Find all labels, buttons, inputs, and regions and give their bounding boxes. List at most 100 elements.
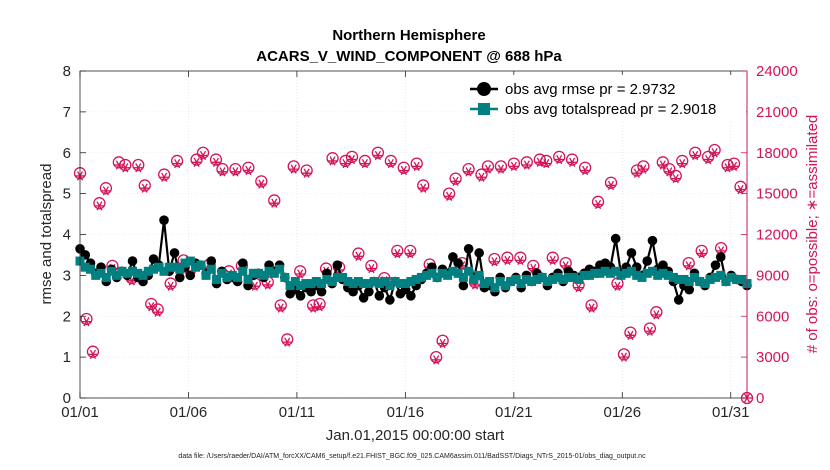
axes: 01/01 01/06 01/11 01/16 01/21 01/26 01/31 0 1 2 3 4… [61,63,797,421]
obs-possible-marker [209,153,223,166]
obs-assimilated-marker [463,167,474,177]
totalspread-marker [122,268,132,278]
obs-possible-marker [313,297,326,311]
obs-assimilated-marker [288,164,299,174]
totalspread-marker [579,270,589,280]
obs-possible-marker [216,162,229,176]
obs-assimilated-marker [295,269,306,279]
obs-assimilated-marker [476,172,487,182]
rmse-marker [406,291,416,301]
obs-assimilated-marker [703,154,714,165]
y-right-tick-label: 6000 [756,308,789,325]
obs-assimilated-marker [612,281,623,291]
totalspread-marker [133,268,143,278]
obs-possible-marker [604,176,618,189]
totalspread-marker [453,268,463,278]
obs-possible-marker [404,244,417,258]
totalspread-marker [212,274,222,284]
obs-possible-marker [701,150,715,163]
obs-assimilated-marker [444,191,455,202]
totalspread-marker [448,266,458,276]
obs-assimilated-marker [508,161,519,172]
obs-possible-marker [190,153,203,166]
obs-assimilated-marker [411,161,422,172]
obs-assimilated-marker [515,255,526,266]
rmse-marker [715,252,726,262]
obs-assimilated-marker [172,158,183,169]
legend-box [468,75,746,121]
obs-assimilated-marker [372,150,383,161]
obs-assimilated-marker [94,201,105,211]
x-tick-label: 01/21 [495,404,533,421]
obs-possible-marker [391,244,404,258]
x-tick-label: 01/11 [279,404,315,421]
y-left-tick-label: 0 [63,390,71,407]
rmse-marker [364,286,374,297]
totalspread-marker [149,264,159,274]
obs-possible-marker [507,157,521,170]
y-right-tick-label: 9000 [756,267,789,284]
obs-possible-marker [475,168,488,181]
totalspread-marker [474,270,484,280]
obs-assimilated-marker [631,168,642,178]
rmse-marker [238,258,248,268]
x-tick-label: 01/26 [604,404,642,421]
obs-possible-marker [371,146,385,159]
obs-assimilated-marker [243,165,254,176]
obs-possible-marker [533,153,546,166]
y-left-tick-label: 3 [63,267,71,284]
obs-possible-marker [229,162,242,176]
obs-assimilated-marker [275,303,286,313]
obs-assimilated-marker [735,184,746,195]
obs-assimilated-marker [340,158,351,169]
obs-possible-marker [274,299,287,312]
obs-possible-marker [138,179,151,192]
totalspread-marker [332,272,342,282]
obs-assimilated-marker [580,165,591,176]
totalspread-marker [91,270,101,280]
obs-assimilated-marker [586,303,597,313]
totalspread-marker [159,266,169,276]
totalspread-marker [737,274,747,284]
totalspread-marker [191,262,201,272]
obs-assimilated-marker [541,158,552,169]
totalspread-marker [301,279,311,289]
obs-assimilated-marker [353,251,364,261]
obs-possible-marker [294,265,307,278]
obs-possible-marker [196,146,210,159]
obs-assimilated-marker [230,167,241,177]
totalspread-marker [595,268,605,278]
totalspread-marker [254,268,264,278]
obs-possible-marker [397,161,410,174]
obs-possible-marker [656,156,669,169]
obs-assimilated-marker [521,160,532,170]
y-left-tick-label: 5 [63,186,71,203]
obs-assimilated-marker [100,186,111,196]
obs-possible-marker [410,157,423,170]
rmse-marker [710,260,721,270]
legend-rmse-marker [477,82,491,96]
obs-assimilated-marker [534,157,545,167]
rmse-marker [610,233,621,244]
obs-assimilated-marker [133,163,144,173]
totalspread-marker [569,272,579,282]
rmse-marker [332,260,343,270]
obs-assimilated-marker [651,310,662,320]
y-right-tick-label: 21000 [756,104,798,121]
obs-assimilated-marker [638,164,649,174]
rmse-marker [463,244,474,254]
obs-possible-marker [436,334,449,347]
obs-possible-marker [695,244,708,258]
totalspread-marker [96,268,106,278]
totalspread-marker [327,277,337,287]
totalspread-marker [185,256,195,266]
totalspread-marker [264,266,274,276]
obs-assimilated-marker [729,161,740,172]
obs-assimilated-marker [670,173,681,184]
totalspread-marker [128,266,138,276]
obs-possible-marker [326,152,339,165]
totalspread-marker [647,266,657,276]
obs-possible-marker [663,162,676,176]
totalspread-marker [695,277,705,287]
totalspread-marker [626,266,636,276]
